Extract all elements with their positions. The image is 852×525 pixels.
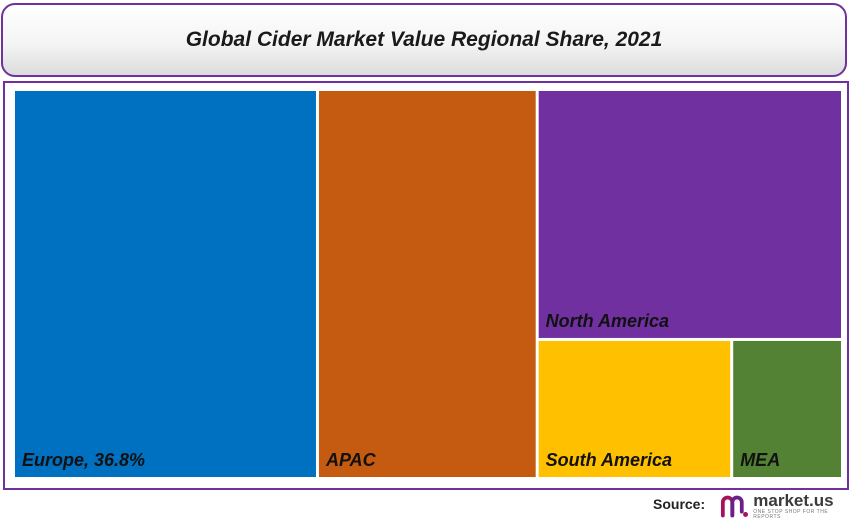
tile-apac [318,91,536,477]
tile-north-america [538,91,841,338]
market-us-logo: market.us ONE STOP SHOP FOR THE REPORTS [720,492,852,520]
tile-label-europe: Europe, 36.8% [22,450,145,470]
tile-label-mea: MEA [740,450,780,470]
tile-label-north-america: North America [546,311,669,331]
tile-europe [15,91,316,477]
market-us-logo-icon [720,495,749,518]
chart-frame: Europe, 36.8% APAC North America South Amer… [3,81,849,490]
tile-label-apac: APAC [325,450,377,470]
chart-title: Global Cider Market Value Regional Share… [185,28,663,51]
tile-mea [733,340,841,477]
tile-south-america [538,340,731,477]
tile-label-south-america: South America [546,450,672,470]
source-label: Source: [653,496,706,512]
treemap-chart: Europe, 36.8% APAC North America South Amer… [15,91,841,477]
logo-name: market.us [753,491,834,510]
logo-tagline: ONE STOP SHOP FOR THE REPORTS [753,509,829,520]
chart-title-box: Global Cider Market Value Regional Share… [1,3,847,77]
